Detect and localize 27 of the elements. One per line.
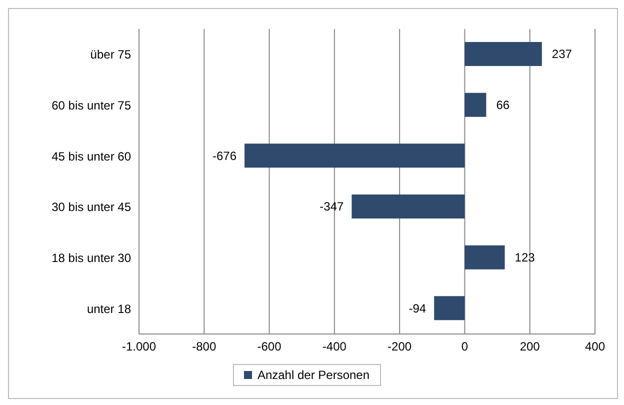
data-label: -676	[212, 148, 237, 163]
legend-label: Anzahl der Personen	[256, 368, 370, 382]
x-tick-label: 400	[584, 340, 606, 354]
bar	[352, 194, 465, 218]
x-tick-label: -400	[322, 340, 347, 354]
x-tick-label: -200	[388, 340, 412, 354]
x-tick-label: 0	[461, 340, 468, 354]
data-label: 66	[496, 98, 510, 112]
y-tick-label: unter 18	[86, 302, 132, 316]
data-label: 123	[514, 250, 536, 265]
y-tick-label: 18 bis unter 30	[52, 251, 132, 266]
y-tick-label: 30 bis unter 45	[52, 200, 132, 214]
data-label: 237	[552, 47, 572, 62]
x-tick-label: 200	[520, 340, 540, 354]
x-tick-label: -600	[257, 340, 282, 354]
data-label: -347	[320, 200, 344, 214]
bar	[434, 296, 465, 320]
data-label: -94	[408, 301, 426, 316]
y-tick-label: 45 bis unter 60	[52, 149, 132, 164]
bar	[464, 92, 486, 117]
y-tick-label: über 75	[90, 48, 132, 62]
bar	[464, 42, 542, 66]
x-tick-label: -1.000	[122, 340, 156, 354]
bar	[244, 144, 465, 168]
x-tick-label: -800	[192, 340, 216, 354]
y-tick-label: 60 bis unter 75	[52, 98, 132, 113]
bar	[464, 245, 505, 270]
